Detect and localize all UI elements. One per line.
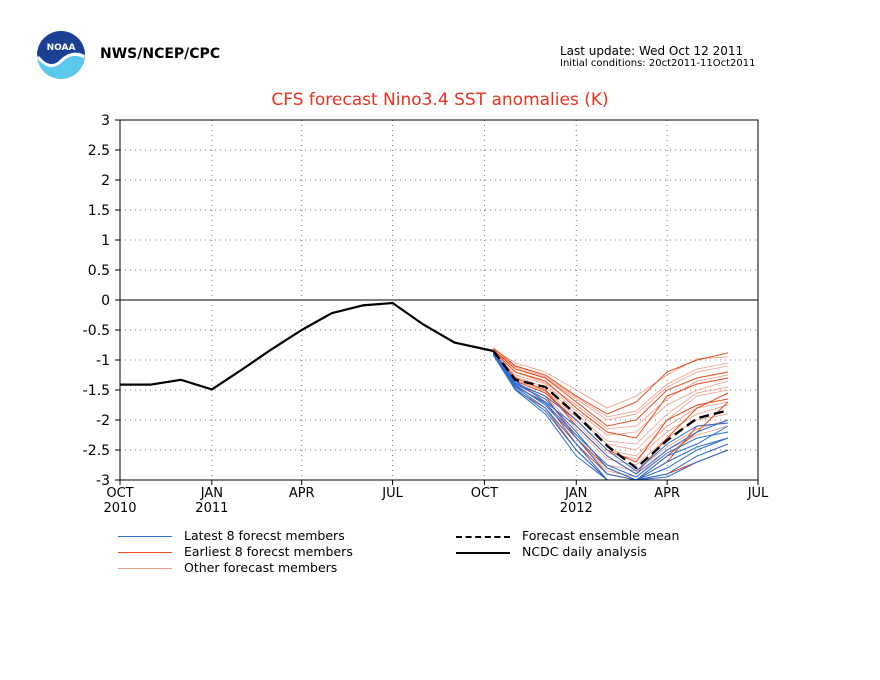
latest-member-line [492,352,729,480]
chart-title: CFS forecast Nino3.4 SST anomalies (K) [271,90,609,110]
x-tick-label: APR [654,486,680,501]
earliest-member-line [493,347,729,415]
y-tick-label: 1.5 [88,203,110,219]
initial-conditions-label: Initial conditions: 20ct2011-11Oct2011 [560,58,756,69]
other-member-line [493,350,729,430]
x-tick-label: OCT [106,486,133,501]
latest-member-line [492,351,729,475]
other-member-line [493,352,729,460]
last-update-label: Last update: Wed Oct 12 2011 [560,44,744,58]
x-tick-year-label: 2010 [103,501,136,516]
main-lines [120,301,729,470]
other-member-line [493,351,729,436]
agency-label: NWS/NCEP/CPC [100,46,221,62]
x-tick-label: JUL [747,486,769,501]
earliest-member-line [493,350,729,439]
forecast-members [492,347,729,480]
y-tick-label: -0.5 [83,323,110,339]
y-tick-label: 2 [101,173,110,189]
latest-member-line [492,354,729,480]
x-tick-year-label: 2011 [195,501,228,516]
analysis-line [120,301,494,391]
y-tick-label: 0.5 [88,263,110,279]
y-tick-label: 1 [101,233,110,249]
x-tick-year-label: 2012 [560,501,593,516]
other-member-line [493,351,729,445]
x-tick-label: JAN [564,486,587,501]
x-tick-label: APR [289,486,315,501]
latest-member-line [492,354,729,480]
y-tick-label: 2.5 [88,143,110,159]
earliest-member-line [493,349,729,427]
x-tick-label: JUL [381,486,403,501]
latest-member-line [492,351,729,472]
y-tick-label: -3 [96,473,110,489]
latest-member-line [492,353,729,478]
latest-member-line [492,353,729,480]
y-tick-label: -2.5 [83,443,110,459]
plot-frame [119,119,759,481]
y-tick-label: 3 [101,113,110,129]
y-tick-label: 0 [101,293,110,309]
other-member-line [493,349,729,418]
y-tick-label: -1.5 [83,383,110,399]
ensemble-mean-line [492,350,729,470]
noaa-logo: NOAA [36,30,86,84]
chart-axes: 32.521.510.50-0.5-1-1.5-2-2.5-3OCT2010JA… [83,113,769,516]
noaa-logo-icon: NOAA [36,31,85,79]
y-tick-label: -2 [96,413,110,429]
x-tick-label: OCT [471,486,498,501]
y-tick-label: -1 [96,353,110,369]
x-tick-label: JAN [200,486,223,501]
logo-text: NOAA [47,43,76,53]
